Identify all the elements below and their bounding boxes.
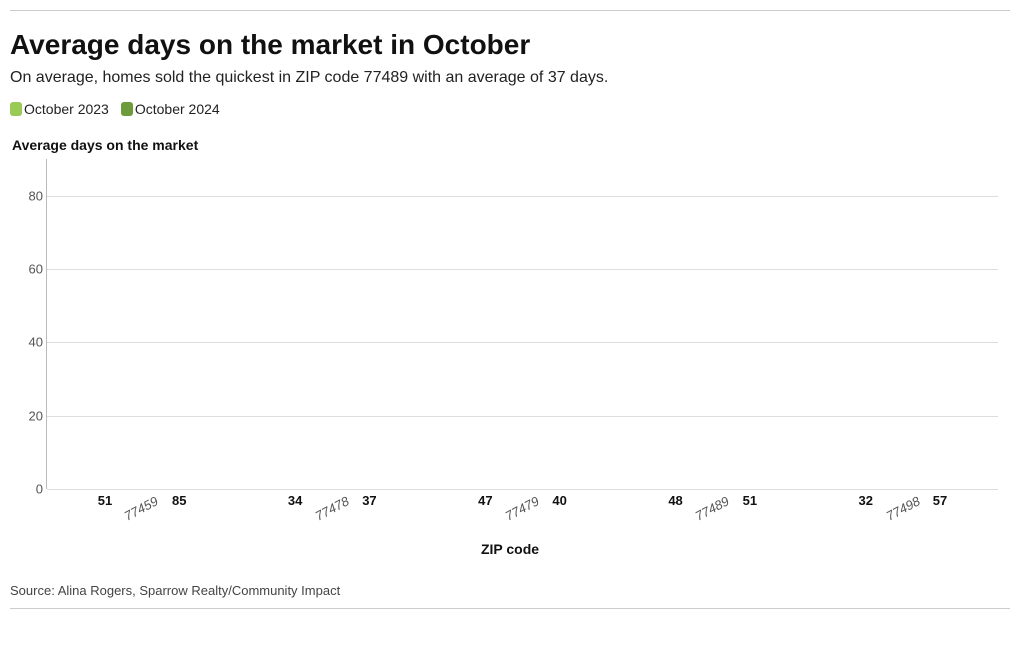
x-tick-label: 77498 [808,489,998,539]
bar-group: 3257 [808,159,998,489]
y-tick-label: 60 [15,262,43,277]
legend: October 2023 October 2024 [10,101,1010,117]
x-tick-label: 77489 [617,489,807,539]
x-axis-title: ZIP code [10,541,1010,557]
chart-container: Average days on the market in October On… [0,0,1020,650]
bar-group: 4740 [427,159,617,489]
x-tick-label: 77459 [46,489,236,539]
legend-swatch-1 [121,102,133,116]
legend-label-0: October 2023 [24,101,109,117]
top-rule [10,10,1010,11]
y-tick-label: 40 [15,335,43,350]
x-tick-label: 77479 [427,489,617,539]
grid-line [47,342,998,343]
y-tick-label: 0 [15,482,43,497]
grid-line [47,196,998,197]
chart-plot-area: 51853437474048513257 020406080 [46,159,998,489]
bar-group: 3437 [237,159,427,489]
bar-group: 5185 [47,159,237,489]
legend-item-0: October 2023 [10,101,109,117]
legend-swatch-0 [10,102,22,116]
y-axis-title: Average days on the market [12,137,1010,153]
bar-groups: 51853437474048513257 [47,159,998,489]
y-tick-label: 20 [15,408,43,423]
grid-line [47,269,998,270]
grid-line [47,416,998,417]
x-tick-label: 77478 [236,489,426,539]
x-labels: 7745977478774797748977498 [46,489,998,539]
chart-title: Average days on the market in October [10,29,1010,61]
bar-group: 4851 [618,159,808,489]
plot: 51853437474048513257 020406080 [46,159,998,489]
y-tick-label: 80 [15,188,43,203]
bottom-rule [10,608,1010,609]
chart-subtitle: On average, homes sold the quickest in Z… [10,69,1010,87]
legend-label-1: October 2024 [135,101,220,117]
source-line: Source: Alina Rogers, Sparrow Realty/Com… [10,583,1010,598]
legend-item-1: October 2024 [121,101,220,117]
